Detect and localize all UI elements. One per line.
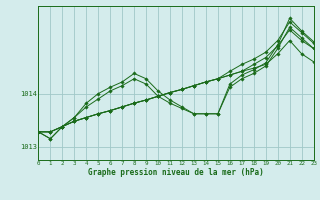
X-axis label: Graphe pression niveau de la mer (hPa): Graphe pression niveau de la mer (hPa) (88, 168, 264, 177)
